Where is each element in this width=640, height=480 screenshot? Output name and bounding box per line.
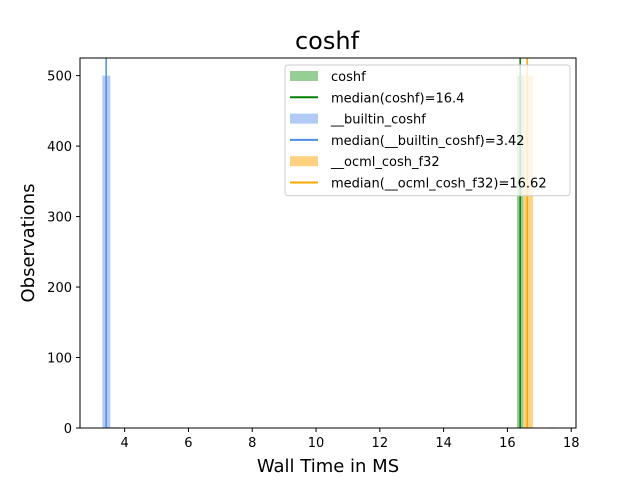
legend-entry-1-hist-swatch [290, 113, 318, 124]
legend-entry-0-hist-swatch [290, 71, 318, 81]
legend-entry-2-hist-swatch [290, 156, 318, 167]
x-tick-label: 6 [184, 436, 192, 451]
y-tick-label: 200 [47, 281, 72, 296]
x-tick-label: 4 [121, 436, 129, 451]
y-tick-label: 100 [47, 352, 72, 367]
x-tick-label: 10 [308, 436, 325, 451]
x-tick-label: 14 [435, 436, 452, 451]
histogram-bar-2-0 [523, 75, 533, 428]
x-tick-label: 18 [563, 436, 580, 451]
y-tick-label: 0 [64, 422, 72, 437]
legend-entry-0-median-label: median(coshf)=16.4 [331, 91, 464, 106]
legend-entry-0-hist-label: coshf [331, 70, 366, 85]
x-axis-label: Wall Time in MS [257, 456, 399, 477]
legend-entry-2-hist-label: __ocml_cosh_f32 [330, 155, 440, 170]
legend: coshf median(coshf)=16.4 __builtin_coshfme… [284, 64, 571, 197]
legend-entry-1-median-label: median(__builtin_coshf)=3.42 [331, 134, 525, 149]
y-tick-label: 500 [47, 70, 72, 85]
x-tick-label: 16 [499, 436, 516, 451]
y-tick-label: 300 [47, 211, 72, 226]
x-tick-label: 8 [248, 436, 256, 451]
legend-box [284, 64, 571, 197]
legend-entry-2-median-label: median(__ocml_cosh_f32)=16.62 [331, 177, 547, 192]
y-axis-label: Observations [18, 184, 39, 303]
plot-frame [79, 57, 577, 429]
x-axis: 4 6 8 10 12 14 16 18 [121, 428, 580, 451]
chart-title: coshf [295, 27, 360, 55]
legend-entry-1-hist-label: __builtin_coshf [330, 113, 426, 128]
x-tick-label: 12 [372, 436, 389, 451]
y-tick-label: 400 [47, 140, 72, 155]
y-axis: 0 100 200 300 400 500 [47, 70, 80, 437]
